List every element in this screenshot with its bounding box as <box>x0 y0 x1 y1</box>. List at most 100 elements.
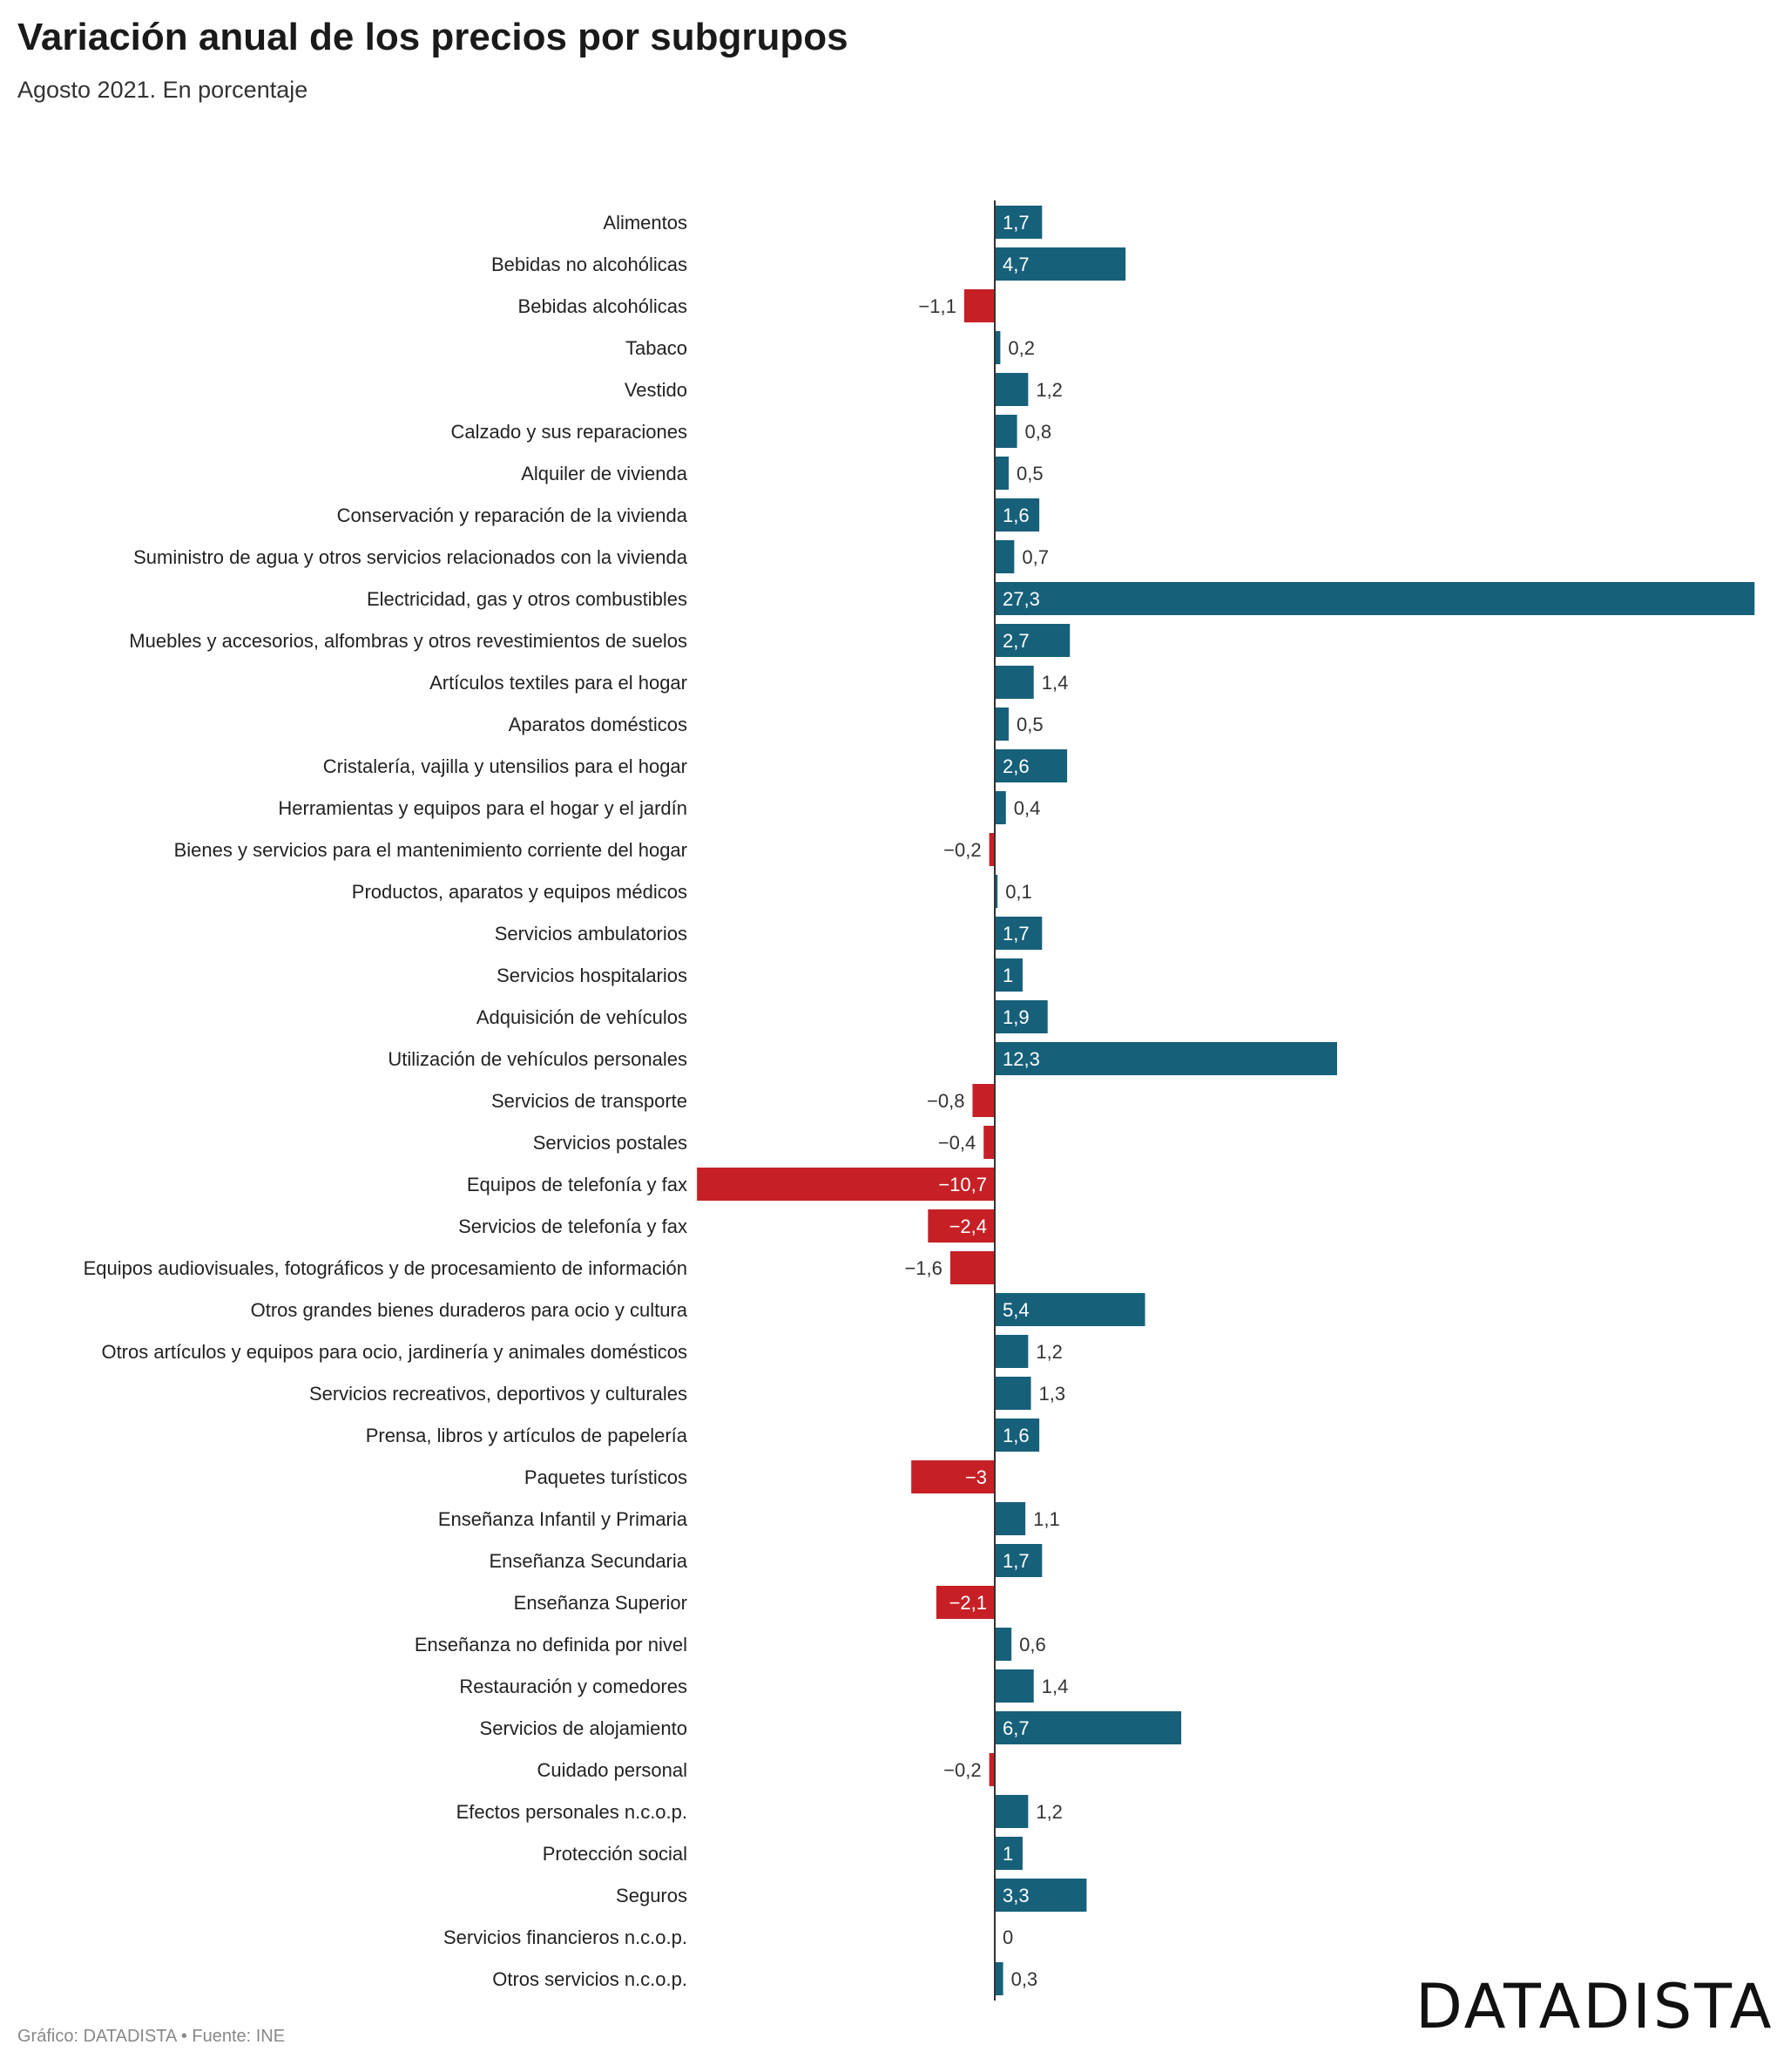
category-label: Enseñanza Superior <box>514 1592 687 1614</box>
category-label: Utilización de vehículos personales <box>388 1048 687 1070</box>
data-label: 1,6 <box>1003 504 1030 526</box>
data-label: 0,7 <box>1022 546 1049 568</box>
bar <box>995 582 1755 615</box>
category-label: Vestido <box>625 379 687 401</box>
data-label: 27,3 <box>1003 588 1040 610</box>
category-label: Paquetes turísticos <box>524 1466 687 1488</box>
category-label: Otros grandes bienes duraderos para ocio… <box>251 1299 688 1321</box>
bar <box>995 1042 1337 1075</box>
category-label: Servicios de alojamiento <box>480 1717 687 1739</box>
category-label: Bebidas no alcohólicas <box>491 254 687 275</box>
bar <box>989 833 995 866</box>
category-label: Conservación y reparación de la vivienda <box>337 504 688 526</box>
category-label: Servicios hospitalarios <box>497 965 687 986</box>
bar <box>995 791 1006 824</box>
data-label: −3 <box>965 1466 987 1488</box>
category-label: Suministro de agua y otros servicios rel… <box>133 546 688 568</box>
category-label: Cristalería, vajilla y utensilios para e… <box>323 755 687 777</box>
data-label: 1 <box>1003 965 1013 986</box>
data-label: 0,6 <box>1019 1634 1046 1656</box>
data-label: 2,6 <box>1003 755 1030 777</box>
category-label: Protección social <box>543 1843 687 1865</box>
bar <box>911 1460 995 1493</box>
bar <box>995 1879 1087 1912</box>
category-label: Equipos de telefonía y fax <box>467 1174 687 1195</box>
bar <box>995 415 1017 448</box>
bar <box>995 1544 1043 1577</box>
data-label: 1,4 <box>1042 672 1069 694</box>
bar <box>995 1000 1048 1033</box>
category-label: Prensa, libros y artículos de papelería <box>366 1425 688 1446</box>
data-label: 1 <box>1003 1843 1013 1865</box>
bar <box>995 708 1009 741</box>
category-label: Otros servicios n.c.o.p. <box>492 1968 687 1990</box>
category-label: Seguros <box>616 1885 687 1906</box>
data-label: 0,4 <box>1014 797 1041 819</box>
bar <box>995 1962 1003 1995</box>
category-label: Restauración y comedores <box>459 1676 687 1697</box>
data-label: 0,3 <box>1011 1968 1038 1990</box>
data-label: 0,5 <box>1017 714 1044 735</box>
category-label: Electricidad, gas y otros combustibles <box>367 588 687 610</box>
category-label: Alquiler de vivienda <box>521 463 688 484</box>
category-label: Servicios recreativos, deportivos y cult… <box>309 1383 687 1405</box>
source-note: Gráfico: DATADISTA • Fuente: INE <box>17 2027 286 2046</box>
brand-logo: DATADISTA <box>1416 1971 1774 2042</box>
bar <box>995 958 1023 992</box>
data-label: −0,4 <box>938 1132 976 1154</box>
data-label: −0,2 <box>943 839 981 861</box>
category-label: Herramientas y equipos para el hogar y e… <box>278 797 687 819</box>
bar-chart: Alimentos 1,7 Bebidas no alcohólicas 4,7 Beb… <box>84 200 1755 2001</box>
data-label: 0 <box>1003 1926 1013 1948</box>
category-label: Productos, aparatos y equipos médicos <box>352 881 687 903</box>
data-label: 12,3 <box>1003 1048 1040 1070</box>
category-label: Enseñanza Secundaria <box>490 1550 688 1572</box>
bar <box>995 1795 1029 1828</box>
data-label: 2,7 <box>1003 630 1030 652</box>
bar <box>995 1669 1034 1703</box>
data-label: −1,1 <box>918 295 956 317</box>
category-label: Muebles y accesorios, alfombras y otros … <box>129 630 687 652</box>
bar <box>697 1168 995 1201</box>
data-label: 0,5 <box>1017 463 1044 484</box>
bar <box>995 331 1001 364</box>
chart-title: Variación anual de los precios por subgr… <box>17 16 848 58</box>
category-label: Servicios ambulatorios <box>495 923 687 945</box>
data-label: 1,2 <box>1036 1801 1063 1823</box>
category-label: Servicios de telefonía y fax <box>458 1215 687 1237</box>
category-label: Servicios de transporte <box>491 1090 687 1112</box>
bar <box>995 206 1043 239</box>
bar <box>995 624 1071 657</box>
category-label: Bebidas alcohólicas <box>518 295 687 317</box>
data-label: 5,4 <box>1003 1299 1030 1321</box>
category-label: Servicios financieros n.c.o.p. <box>443 1926 687 1948</box>
data-label: 3,3 <box>1003 1885 1030 1906</box>
data-label: 1,4 <box>1042 1676 1069 1697</box>
data-label: 1,7 <box>1003 923 1030 945</box>
bar <box>995 1711 1182 1744</box>
data-label: 0,1 <box>1005 881 1032 903</box>
bar <box>972 1084 995 1117</box>
bar <box>995 247 1126 281</box>
bar <box>995 1419 1040 1452</box>
data-label: 1,2 <box>1036 1341 1063 1363</box>
category-label: Tabaco <box>625 337 687 359</box>
bar <box>995 749 1068 782</box>
chart-subtitle: Agosto 2021. En porcentaje <box>17 77 308 103</box>
category-label: Adquisición de vehículos <box>476 1006 687 1028</box>
data-label: 6,7 <box>1003 1717 1030 1739</box>
category-label: Artículos textiles para el hogar <box>429 672 687 694</box>
bar <box>995 540 1015 573</box>
bar <box>995 1293 1145 1326</box>
bar <box>995 373 1029 406</box>
bar <box>995 1377 1031 1410</box>
bar <box>995 1628 1012 1661</box>
bar <box>983 1126 995 1159</box>
bar <box>995 875 998 908</box>
category-label: Equipos audiovisuales, fotográficos y de… <box>84 1257 687 1279</box>
bar <box>963 289 995 322</box>
bar <box>928 1209 995 1243</box>
category-label: Bienes y servicios para el mantenimiento… <box>174 839 687 861</box>
category-label: Cuidado personal <box>537 1759 687 1781</box>
category-label: Calzado y sus reparaciones <box>451 421 687 443</box>
